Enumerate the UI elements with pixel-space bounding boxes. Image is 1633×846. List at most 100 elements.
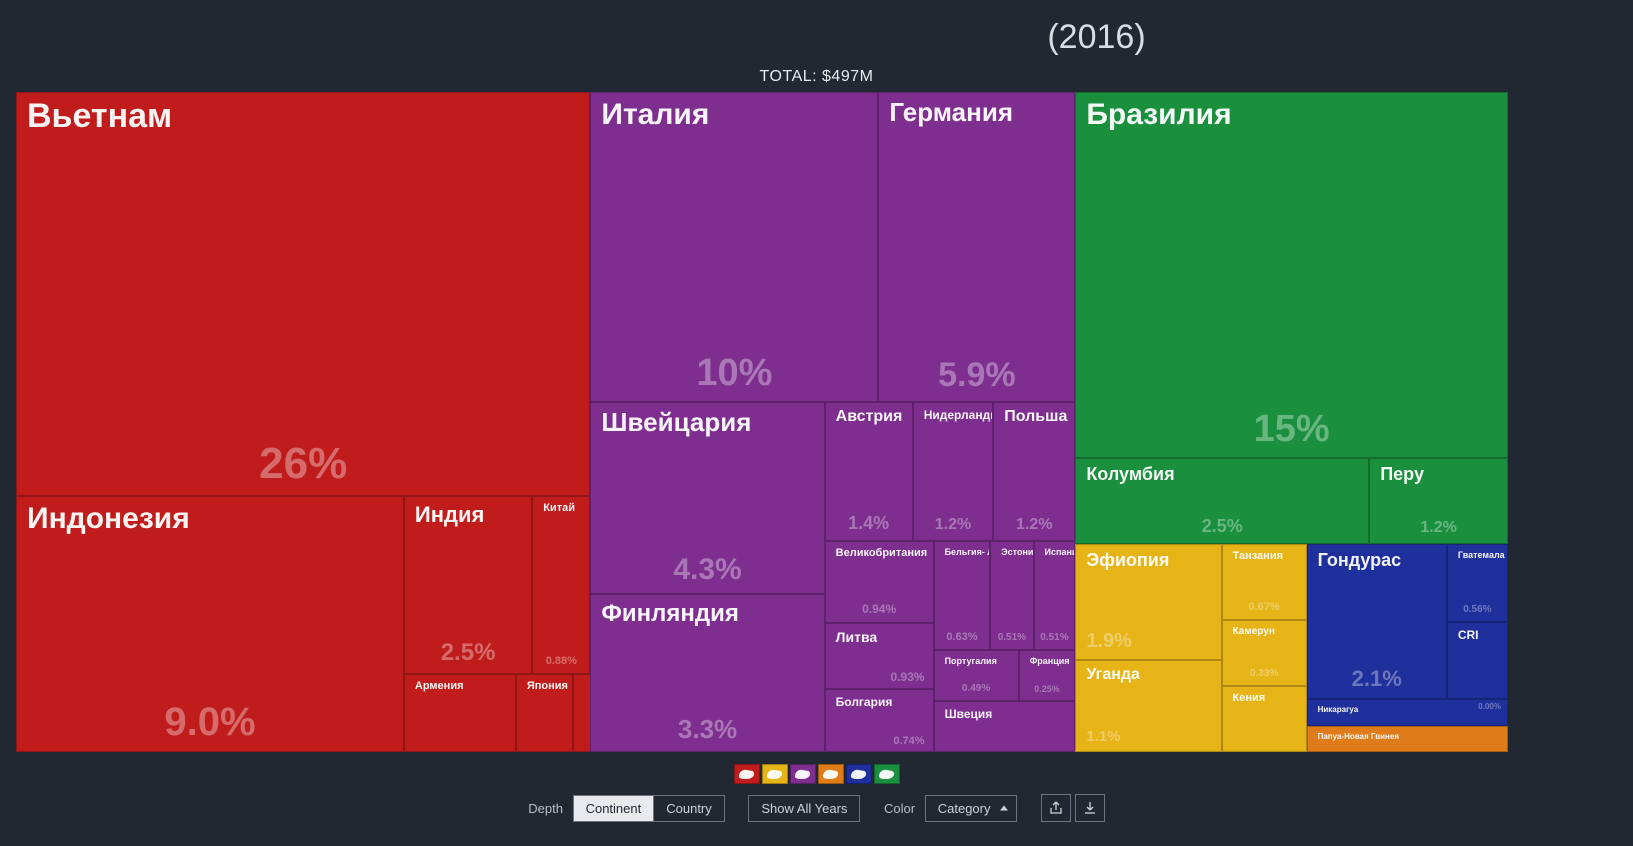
legend-africa-icon[interactable] <box>762 764 788 784</box>
cell-pct: 0.88% <box>533 655 589 667</box>
cell-label: Португалия <box>945 657 1008 666</box>
cell-label: Папуа-Новая Гвинея <box>1318 733 1497 741</box>
cell-pct: 5.9% <box>879 356 1074 395</box>
cell-guatemala[interactable]: Гватемала0.56% <box>1447 544 1508 622</box>
cell-label: Индонезия <box>27 503 393 535</box>
cell-label: Гватемала <box>1458 551 1497 560</box>
cell-pct: 2.5% <box>1076 516 1368 537</box>
cell-pct: 0.93% <box>891 670 925 684</box>
year-label: (2016) <box>0 18 1633 57</box>
cell-italy[interactable]: Италия 10% <box>590 92 878 402</box>
cell-sweden[interactable]: Швеция <box>934 701 1076 752</box>
cell-label: Швейцария <box>601 409 813 436</box>
cell-pct: 0.94% <box>826 602 933 616</box>
cell-armenia[interactable]: Армения <box>404 674 516 752</box>
cell-pct: 10% <box>591 352 877 395</box>
legend-europe-icon[interactable] <box>790 764 816 784</box>
cell-label: Финляндия <box>601 601 813 626</box>
cell-label: Эстония <box>1001 548 1022 557</box>
cell-colombia[interactable]: Колумбия 2.5% <box>1075 458 1369 544</box>
depth-option-continent[interactable]: Continent <box>574 796 655 821</box>
cell-pct: 0.74% <box>893 735 924 747</box>
cell-pct: 0.51% <box>991 632 1032 643</box>
color-select[interactable]: Category <box>925 795 1018 822</box>
cell-label: Болгария <box>836 696 923 709</box>
cell-uganda[interactable]: Уганда1.1% <box>1075 660 1221 752</box>
color-label: Color <box>884 801 915 816</box>
cell-pct: 0.63% <box>935 631 990 643</box>
cell-nicaragua[interactable]: Никарагуа0.00% <box>1307 699 1508 725</box>
depth-option-country[interactable]: Country <box>654 796 724 821</box>
cell-estonia[interactable]: Эстония 0.51% <box>990 541 1033 650</box>
cell-pct: 0.67% <box>1223 601 1306 613</box>
cell-switzerland[interactable]: Швейцария 4.3% <box>590 402 824 593</box>
cell-pct: 2.5% <box>405 639 531 667</box>
cell-label: Польша <box>1004 409 1064 426</box>
legend-oceania-icon[interactable] <box>818 764 844 784</box>
cell-china[interactable]: Китай0.88% <box>532 496 590 674</box>
total-label: TOTAL: $497M <box>0 68 1633 86</box>
cell-label: Япония <box>527 681 562 693</box>
legend-asia-icon[interactable] <box>734 764 760 784</box>
cell-spain[interactable]: Испания 0.51% <box>1034 541 1076 650</box>
cell-ethiopia[interactable]: Эфиопия1.9% <box>1075 544 1221 660</box>
cell-label: Колумбия <box>1086 465 1358 484</box>
cell-pct: 2.1% <box>1308 666 1446 692</box>
cell-pct: 4.3% <box>591 553 823 587</box>
cell-label: Танзания <box>1233 551 1296 563</box>
cell-label: Перу <box>1380 465 1497 484</box>
cell-pct: 3.3% <box>591 714 823 745</box>
cell-portugal[interactable]: Португалия0.49% <box>934 650 1019 701</box>
cell-honduras[interactable]: Гондурас2.1% <box>1307 544 1447 699</box>
cell-peru[interactable]: Перу 1.2% <box>1369 458 1508 544</box>
cell-belux[interactable]: Бельгия- Люксембург 0.63% <box>934 541 991 650</box>
cell-label: Германия <box>889 99 1064 126</box>
cell-pct: 0.33% <box>1223 668 1306 679</box>
cell-netherlands[interactable]: Нидерланды1.2% <box>913 402 994 541</box>
cell-indonesia[interactable]: Индонезия9.0% <box>16 496 404 752</box>
treemap: Вьетнам26%Индонезия9.0%Индия2.5%Китай0.8… <box>16 92 1508 752</box>
cell-pct: 26% <box>17 439 589 489</box>
cell-pct: 1.9% <box>1086 630 1132 653</box>
cell-uk[interactable]: Великобритания 0.94% <box>825 541 934 624</box>
cell-france[interactable]: Франция0.25% <box>1019 650 1076 701</box>
cell-pct: 1.2% <box>994 516 1074 534</box>
cell-label: Никарагуа <box>1318 706 1497 714</box>
cell-label: Кения <box>1233 693 1296 705</box>
show-all-years-button[interactable]: Show All Years <box>748 795 860 822</box>
cell-label: Италия <box>601 99 867 131</box>
cell-cameroon[interactable]: Камерун0.33% <box>1222 620 1307 686</box>
cell-japan[interactable]: Япония <box>516 674 573 752</box>
cell-pct: 15% <box>1076 408 1507 451</box>
cell-png[interactable]: Папуа-Новая Гвинея <box>1307 726 1508 752</box>
download-icon[interactable] <box>1075 794 1105 822</box>
cell-austria[interactable]: Австрия1.4% <box>825 402 913 541</box>
cell-label: Великобритания <box>836 548 923 560</box>
cell-cri[interactable]: CRI <box>1447 622 1508 699</box>
cell-poland[interactable]: Польша 1.2% <box>993 402 1075 541</box>
cell-pct: 1.2% <box>914 516 993 534</box>
cell-brazil[interactable]: Бразилия 15% <box>1075 92 1508 458</box>
legend-south_america-icon[interactable] <box>874 764 900 784</box>
cell-pct: 1.2% <box>1370 519 1507 537</box>
cell-label: Литва <box>836 630 923 645</box>
legend-north_america-icon[interactable] <box>846 764 872 784</box>
cell-bulgaria[interactable]: Болгария 0.74% <box>825 689 934 752</box>
cell-pct: 0.51% <box>1035 632 1075 643</box>
cell-lithuania[interactable]: Литва 0.93% <box>825 623 934 689</box>
controls-bar: Depth ContinentCountry Show All Years Co… <box>0 794 1633 822</box>
cell-tanzania[interactable]: Танзания 0.67% <box>1222 544 1307 620</box>
share-icon[interactable] <box>1041 794 1071 822</box>
cell-label: Испания <box>1045 548 1065 557</box>
cell-label: Бразилия <box>1086 99 1497 131</box>
cell-finland[interactable]: Финляндия 3.3% <box>590 594 824 752</box>
cell-vietnam[interactable]: Вьетнам26% <box>16 92 590 496</box>
cell-label: Франция <box>1030 657 1065 666</box>
cell-germany[interactable]: Германия 5.9% <box>878 92 1075 402</box>
cell-india[interactable]: Индия2.5% <box>404 496 532 674</box>
cell-label: Бельгия- Люксембург <box>945 548 980 557</box>
cell-pct: 1.4% <box>826 513 912 534</box>
cell-label: Армения <box>415 681 505 693</box>
cell-kenya[interactable]: Кения <box>1222 686 1307 752</box>
cell-pct: 1.1% <box>1086 728 1120 745</box>
